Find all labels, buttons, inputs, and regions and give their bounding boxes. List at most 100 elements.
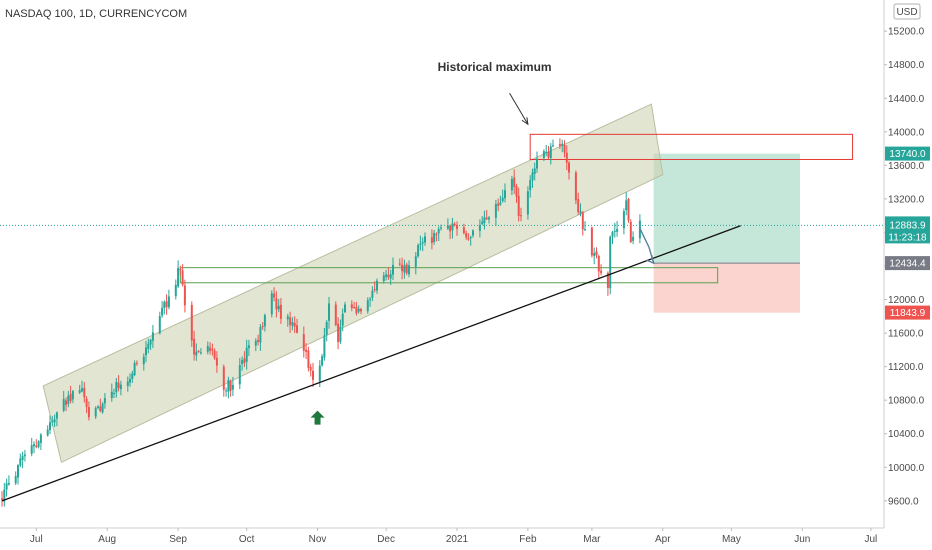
candle-body (414, 256, 417, 267)
candle-body (293, 323, 296, 327)
position-profit-area[interactable] (653, 153, 800, 264)
y-tick-label: 10400.0 (888, 429, 925, 440)
candle-body (197, 350, 200, 352)
candle-body (515, 186, 518, 197)
current-price-box[interactable] (885, 216, 930, 244)
candle-body (65, 400, 67, 405)
price-box-label: 11843.9 (890, 308, 926, 319)
candle-body (371, 290, 374, 298)
candle-body (581, 212, 584, 230)
candle-body (344, 304, 346, 313)
candle-body (561, 143, 564, 146)
candle-body (261, 326, 264, 327)
candle-body (51, 421, 54, 422)
x-tick-label: Apr (655, 534, 671, 545)
candle-body (126, 381, 129, 386)
candle-body (360, 309, 362, 312)
y-tick-label: 15200.0 (888, 27, 925, 38)
ascending-trendline[interactable] (1, 225, 741, 502)
current-price-label: 12883.9 (889, 220, 926, 231)
x-tick-label: Mar (583, 534, 601, 545)
candle-body (341, 313, 344, 326)
candle-body (97, 406, 99, 408)
candle-body (632, 236, 635, 241)
candle-body (600, 270, 603, 274)
candle-body (145, 347, 147, 356)
y-tick-label: 11600.0 (888, 329, 924, 340)
candle-body (433, 233, 436, 242)
candle-body (165, 301, 168, 308)
candle-body (245, 347, 248, 362)
candle-body (243, 358, 246, 364)
candle-body (366, 300, 369, 312)
candle-body (277, 305, 280, 310)
candle-body (355, 306, 358, 314)
candle-body (403, 265, 406, 273)
candle-body (437, 229, 440, 234)
candle-body (419, 243, 422, 245)
y-tick-label: 14000.0 (888, 127, 925, 138)
x-tick-label: Jul (865, 534, 878, 545)
candle-body (563, 145, 566, 153)
candle-body (533, 168, 536, 174)
resistance-zone[interactable] (529, 133, 854, 160)
position-loss-area[interactable] (653, 263, 800, 313)
candle-body (110, 391, 113, 399)
candle-body (133, 363, 136, 375)
candle-body (163, 302, 166, 308)
candle-body (387, 274, 390, 278)
candle-body (167, 296, 170, 308)
candle-body (547, 151, 550, 158)
price-box-label: 12434.4 (889, 259, 926, 270)
candle-body (209, 347, 212, 351)
candle-body (151, 332, 154, 341)
candle-body (147, 343, 150, 349)
candle-body (312, 370, 314, 380)
historical-maximum-label: Historical maximum (438, 60, 552, 74)
candle-body (613, 230, 616, 232)
candle-body (279, 304, 282, 319)
currency-label: USD (896, 7, 917, 18)
candle-body (62, 398, 65, 411)
candle-body (510, 179, 513, 191)
candle-body (405, 264, 408, 274)
price-box[interactable] (885, 256, 930, 271)
candle-body (67, 395, 70, 404)
price-box[interactable] (885, 146, 930, 161)
candle-body (472, 230, 474, 236)
candle-body (483, 217, 486, 223)
candle-body (417, 245, 420, 257)
currency-badge[interactable]: USD (893, 3, 921, 20)
y-tick-label: 10800.0 (888, 396, 925, 407)
candle-body (46, 429, 49, 436)
y-tick-label: 10000.0 (888, 463, 925, 474)
candle-body (517, 195, 520, 216)
candle-body (113, 393, 115, 394)
candle-body (430, 237, 433, 243)
candle-body (318, 365, 321, 382)
candle-body (5, 483, 8, 490)
price-box[interactable] (885, 305, 930, 320)
candle-body (254, 340, 257, 346)
candle-body (289, 317, 292, 325)
y-tick-label: 13200.0 (888, 194, 925, 205)
candle-body (385, 274, 388, 277)
candle-body (456, 225, 458, 229)
candle-body (30, 445, 33, 454)
candle-body (19, 458, 22, 466)
candle-body (39, 434, 42, 443)
candle-body (321, 356, 324, 366)
candle-body (273, 293, 276, 298)
price-axis-background[interactable] (884, 0, 932, 550)
candle-body (552, 145, 554, 147)
candle-body (545, 151, 548, 153)
candle-body (129, 378, 131, 383)
candle-body (259, 327, 262, 343)
candle-body (305, 349, 308, 352)
candle-body (53, 419, 56, 423)
x-tick-label: Jul (30, 534, 43, 545)
candle-body (49, 422, 51, 430)
candle-body (99, 406, 102, 411)
candle-body (161, 307, 164, 316)
